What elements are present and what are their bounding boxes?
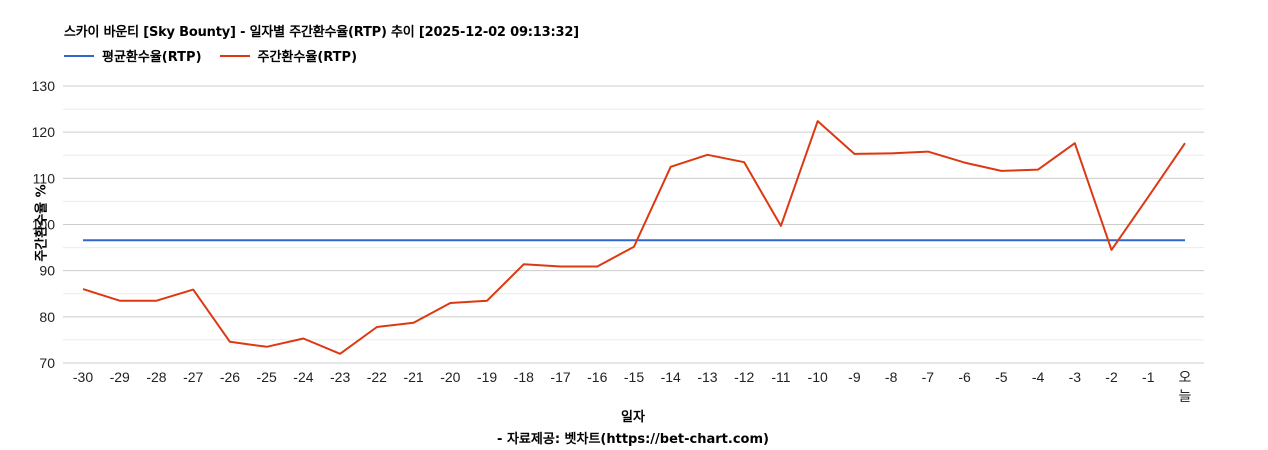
x-tick-label: -2 <box>1105 369 1118 385</box>
gridlines <box>63 85 1204 364</box>
series-lines <box>82 120 1186 355</box>
x-tick-label: 늘 <box>1179 388 1192 404</box>
x-tick-label: -18 <box>514 369 534 385</box>
legend: 평균환수율(RTP) 주간환수율(RTP) <box>64 46 375 65</box>
x-tick-label: -23 <box>330 369 350 385</box>
x-tick-label: -4 <box>1032 369 1045 385</box>
y-tick-label: 110 <box>33 170 56 186</box>
y-tick-label: 80 <box>39 309 55 325</box>
x-tick-label: -5 <box>995 369 1008 385</box>
legend-label: 평균환수율(RTP) <box>102 50 202 65</box>
x-tick-label: -22 <box>367 369 387 385</box>
x-tick-label: -25 <box>257 369 277 385</box>
x-tick-label: -20 <box>440 369 460 385</box>
x-tick-label: -7 <box>922 369 935 385</box>
y-axis-ticks: 70 80 90 100 110 120 130 <box>32 78 56 371</box>
x-tick-label: -26 <box>220 369 240 385</box>
x-tick-label: -1 <box>1142 369 1155 385</box>
x-axis-ticks: -30 -29 -28 -27 -26 -25 -24 -23 -22 -21 -20 -19 -18-… <box>73 369 1192 404</box>
x-tick-label: -9 <box>848 369 861 385</box>
x-tick-label: -29 <box>110 369 130 385</box>
x-tick-label: -10 <box>808 369 828 385</box>
chart-title: 스카이 바운티 [Sky Bounty] - 일자별 주간환수율(RTP) 추이… <box>64 25 579 40</box>
x-tick-label: 오 <box>1179 369 1192 385</box>
y-tick-label: 70 <box>39 355 55 371</box>
x-tick-label: -21 <box>403 369 423 385</box>
x-tick-label: -15 <box>624 369 644 385</box>
legend-label: 주간환수율(RTP) <box>257 50 358 65</box>
x-tick-label: -28 <box>146 369 166 385</box>
y-tick-label: 130 <box>32 78 56 94</box>
y-tick-label: 120 <box>32 124 56 140</box>
x-tick-label: -3 <box>1069 369 1082 385</box>
x-tick-label: -30 <box>73 369 93 385</box>
legend-item-average-rtp[interactable]: 평균환수율(RTP) <box>64 46 202 65</box>
x-tick-label: -8 <box>885 369 898 385</box>
x-tick-label: -6 <box>958 369 971 385</box>
x-tick-label: -16 <box>587 369 607 385</box>
x-tick-label: -14 <box>661 369 681 385</box>
weekly-rtp-line[interactable] <box>82 120 1186 355</box>
y-tick-label: 100 <box>32 217 56 233</box>
y-axis-title: 주간환수율 % <box>34 184 50 262</box>
x-tick-label: -27 <box>183 369 203 385</box>
legend-line-icon <box>64 54 94 57</box>
x-tick-label: -17 <box>550 369 570 385</box>
data-source-credit: - 자료제공: 벳차트(https://bet-chart.com) <box>497 432 769 447</box>
x-tick-label: -11 <box>771 369 790 385</box>
x-axis-title: 일자 <box>621 410 645 425</box>
x-tick-label: -13 <box>697 369 717 385</box>
legend-item-weekly-rtp[interactable]: 주간환수율(RTP) <box>219 46 358 65</box>
x-tick-label: -19 <box>477 369 497 385</box>
x-tick-label: -24 <box>293 369 313 385</box>
y-tick-label: 90 <box>39 263 55 279</box>
legend-line-icon <box>219 54 250 57</box>
x-tick-label: -12 <box>734 369 754 385</box>
